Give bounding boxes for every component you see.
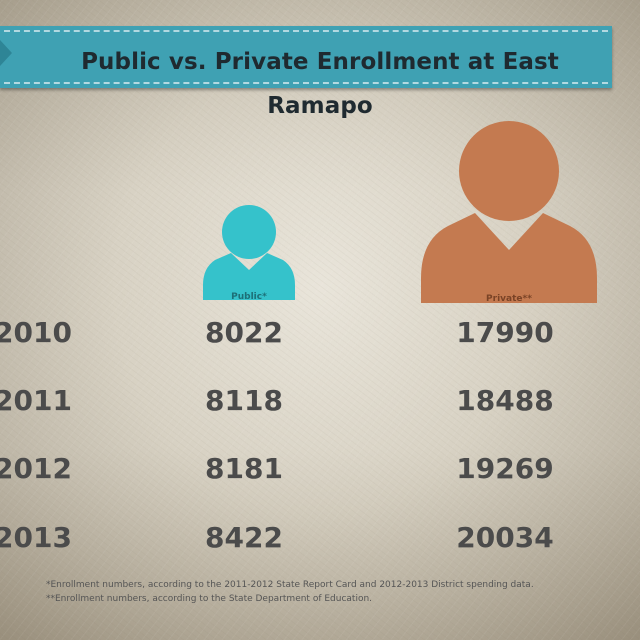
private-value: 18488 [456,384,554,417]
public-column-label: Public* [231,292,267,302]
banner-stitching [4,30,608,84]
public-value: 8422 [205,521,283,554]
public-value: 8022 [205,316,283,349]
row-year-label: -2013 [0,521,72,554]
public-value: 8118 [205,384,283,417]
title-banner [0,26,612,88]
row-year-label: -2010 [0,316,72,349]
private-value: 20034 [456,521,554,554]
footnote-public: *Enrollment numbers, according to the 20… [46,580,534,590]
private-column-label: Private** [486,294,532,304]
private-value: 17990 [456,316,554,349]
footnote-private: **Enrollment numbers, according to the S… [46,594,373,604]
chart-title: Public vs. Private Enrollment at East Ra… [81,49,559,119]
public-value: 8181 [205,452,283,485]
private-value: 19269 [456,452,554,485]
row-year-label: -2012 [0,452,72,485]
private-person-icon [421,121,597,303]
row-year-label: -2011 [0,384,72,417]
public-person-icon [203,205,295,300]
